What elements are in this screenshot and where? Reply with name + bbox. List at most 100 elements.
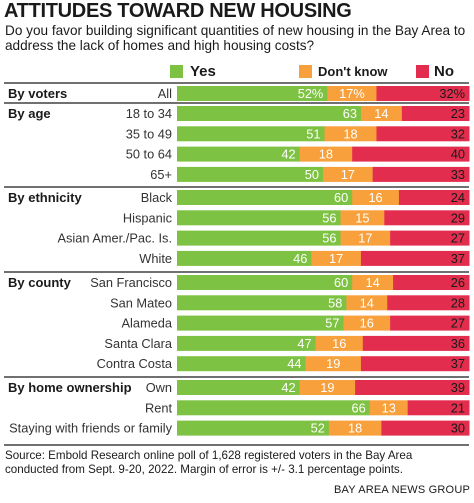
row-label: Staying with friends or family xyxy=(9,421,172,436)
data-label-dont-know: 17% xyxy=(339,86,365,101)
bar-segment-dont-know xyxy=(369,400,409,416)
group-label: By age xyxy=(8,106,51,121)
data-label-no: 30 xyxy=(451,421,465,436)
bar-segment-no xyxy=(390,230,470,246)
row-label: Alameda xyxy=(121,316,172,331)
bar-segment-no xyxy=(372,166,470,182)
data-label-yes: 47 xyxy=(297,336,311,351)
data-label-no: 33 xyxy=(451,167,465,182)
bar-segment-no xyxy=(376,126,470,142)
row-label: San Francisco xyxy=(90,275,172,290)
data-label-yes: 52% xyxy=(298,86,324,101)
data-label-no: 21 xyxy=(451,400,465,415)
bar-segment-dont-know xyxy=(324,126,377,142)
bar-segment-yes xyxy=(177,146,301,162)
data-label-yes: 56 xyxy=(322,210,336,225)
bar-segment-dont-know xyxy=(340,210,385,226)
credit-line: BAY AREA NEWS GROUP xyxy=(333,484,470,496)
bar-segment-dont-know xyxy=(352,190,400,205)
row-label: 50 to 64 xyxy=(126,147,172,162)
legend-yes-label: Yes xyxy=(190,63,216,80)
data-label-yes: 44 xyxy=(287,356,301,371)
row-label: Rent xyxy=(145,400,172,415)
data-label-dont-know: 17 xyxy=(329,251,343,266)
bar-segment-no xyxy=(355,380,470,395)
data-label-dont-know: 16 xyxy=(368,190,382,205)
data-label-no: 37 xyxy=(451,356,465,371)
bar-segment-no xyxy=(401,106,470,121)
bar-segment-dont-know xyxy=(315,335,364,351)
bar-segment-dont-know xyxy=(343,315,391,331)
data-label-no: 40 xyxy=(451,147,465,162)
bar-segment-no xyxy=(376,86,470,101)
data-label-dont-know: 14 xyxy=(374,106,388,121)
legend-yes-swatch xyxy=(170,65,183,78)
bar-segment-dont-know xyxy=(299,146,353,162)
data-label-no: 26 xyxy=(451,275,465,290)
data-label-yes: 52 xyxy=(311,421,325,436)
bar-segment-no xyxy=(398,190,470,205)
legend-no-label: No xyxy=(434,63,454,80)
bar-segment-dont-know xyxy=(352,275,394,290)
bar-segment-yes xyxy=(177,420,330,436)
bar-segment-dont-know xyxy=(311,250,362,266)
bar-segment-no xyxy=(384,210,470,226)
chart-title: ATTITUDES TOWARD NEW HOUSING xyxy=(4,0,352,22)
data-label-dont-know: 14 xyxy=(360,295,374,310)
row-label: Asian Amer./Pac. Is. xyxy=(57,231,172,246)
bar-segment-yes xyxy=(177,126,325,142)
bar-segment-dont-know xyxy=(328,420,382,436)
data-label-dont-know: 19 xyxy=(320,380,334,395)
data-label-dont-know: 17 xyxy=(341,167,355,182)
legend-dont-know-swatch xyxy=(299,65,312,78)
bar-segment-yes xyxy=(177,356,306,372)
bar-segment-dont-know xyxy=(346,295,388,311)
bar-segment-yes xyxy=(177,380,301,395)
data-label-yes: 66 xyxy=(351,400,365,415)
row-label: 65+ xyxy=(150,167,172,182)
bar-segment-dont-know xyxy=(305,356,362,372)
row-label: Black xyxy=(141,190,173,205)
data-label-dont-know: 18 xyxy=(319,147,333,162)
bar-segment-yes xyxy=(177,166,324,182)
bar-segment-dont-know xyxy=(299,380,356,395)
data-label-dont-know: 14 xyxy=(366,275,380,290)
data-label-dont-know: 16 xyxy=(332,336,346,351)
data-label-no: 24 xyxy=(451,190,465,205)
bar-segment-no xyxy=(362,335,470,351)
bar-segment-yes xyxy=(177,315,344,331)
data-label-yes: 42 xyxy=(281,380,295,395)
data-label-no: 27 xyxy=(451,231,465,246)
bar-segment-no xyxy=(360,356,470,372)
row-label: 18 to 34 xyxy=(126,106,172,121)
legend-dont-know-label: Don't know xyxy=(318,64,388,79)
row-label: Contra Costa xyxy=(97,356,173,371)
group-label: By county xyxy=(8,275,72,290)
bar-segment-no xyxy=(407,400,470,416)
data-label-yes: 58 xyxy=(328,295,342,310)
chart-subtitle: Do you favor building significant quanti… xyxy=(5,23,466,53)
data-label-no: 23 xyxy=(451,106,465,121)
bar-segment-yes xyxy=(177,190,353,205)
bar-segment-dont-know xyxy=(327,86,377,101)
data-label-no: 28 xyxy=(451,295,465,310)
bar-segment-dont-know xyxy=(323,166,374,182)
row-label: San Mateo xyxy=(110,295,172,310)
data-label-yes: 60 xyxy=(334,190,348,205)
data-label-no: 36 xyxy=(451,336,465,351)
bar-segment-yes xyxy=(177,86,328,101)
group-label: By home ownership xyxy=(8,380,132,395)
data-label-dont-know: 15 xyxy=(355,210,369,225)
data-label-yes: 60 xyxy=(334,275,348,290)
bar-segment-yes xyxy=(177,250,312,266)
data-label-yes: 51 xyxy=(306,126,320,141)
bar-segment-no xyxy=(360,250,470,266)
data-label-yes: 42 xyxy=(281,147,295,162)
bar-segment-no xyxy=(352,146,470,162)
data-label-yes: 50 xyxy=(305,167,319,182)
data-label-no: 32% xyxy=(439,86,465,101)
bar-segment-yes xyxy=(177,400,371,416)
data-label-no: 37 xyxy=(451,251,465,266)
data-label-yes: 56 xyxy=(322,231,336,246)
source-note: Source: Embold Research online poll of 1… xyxy=(5,449,413,476)
